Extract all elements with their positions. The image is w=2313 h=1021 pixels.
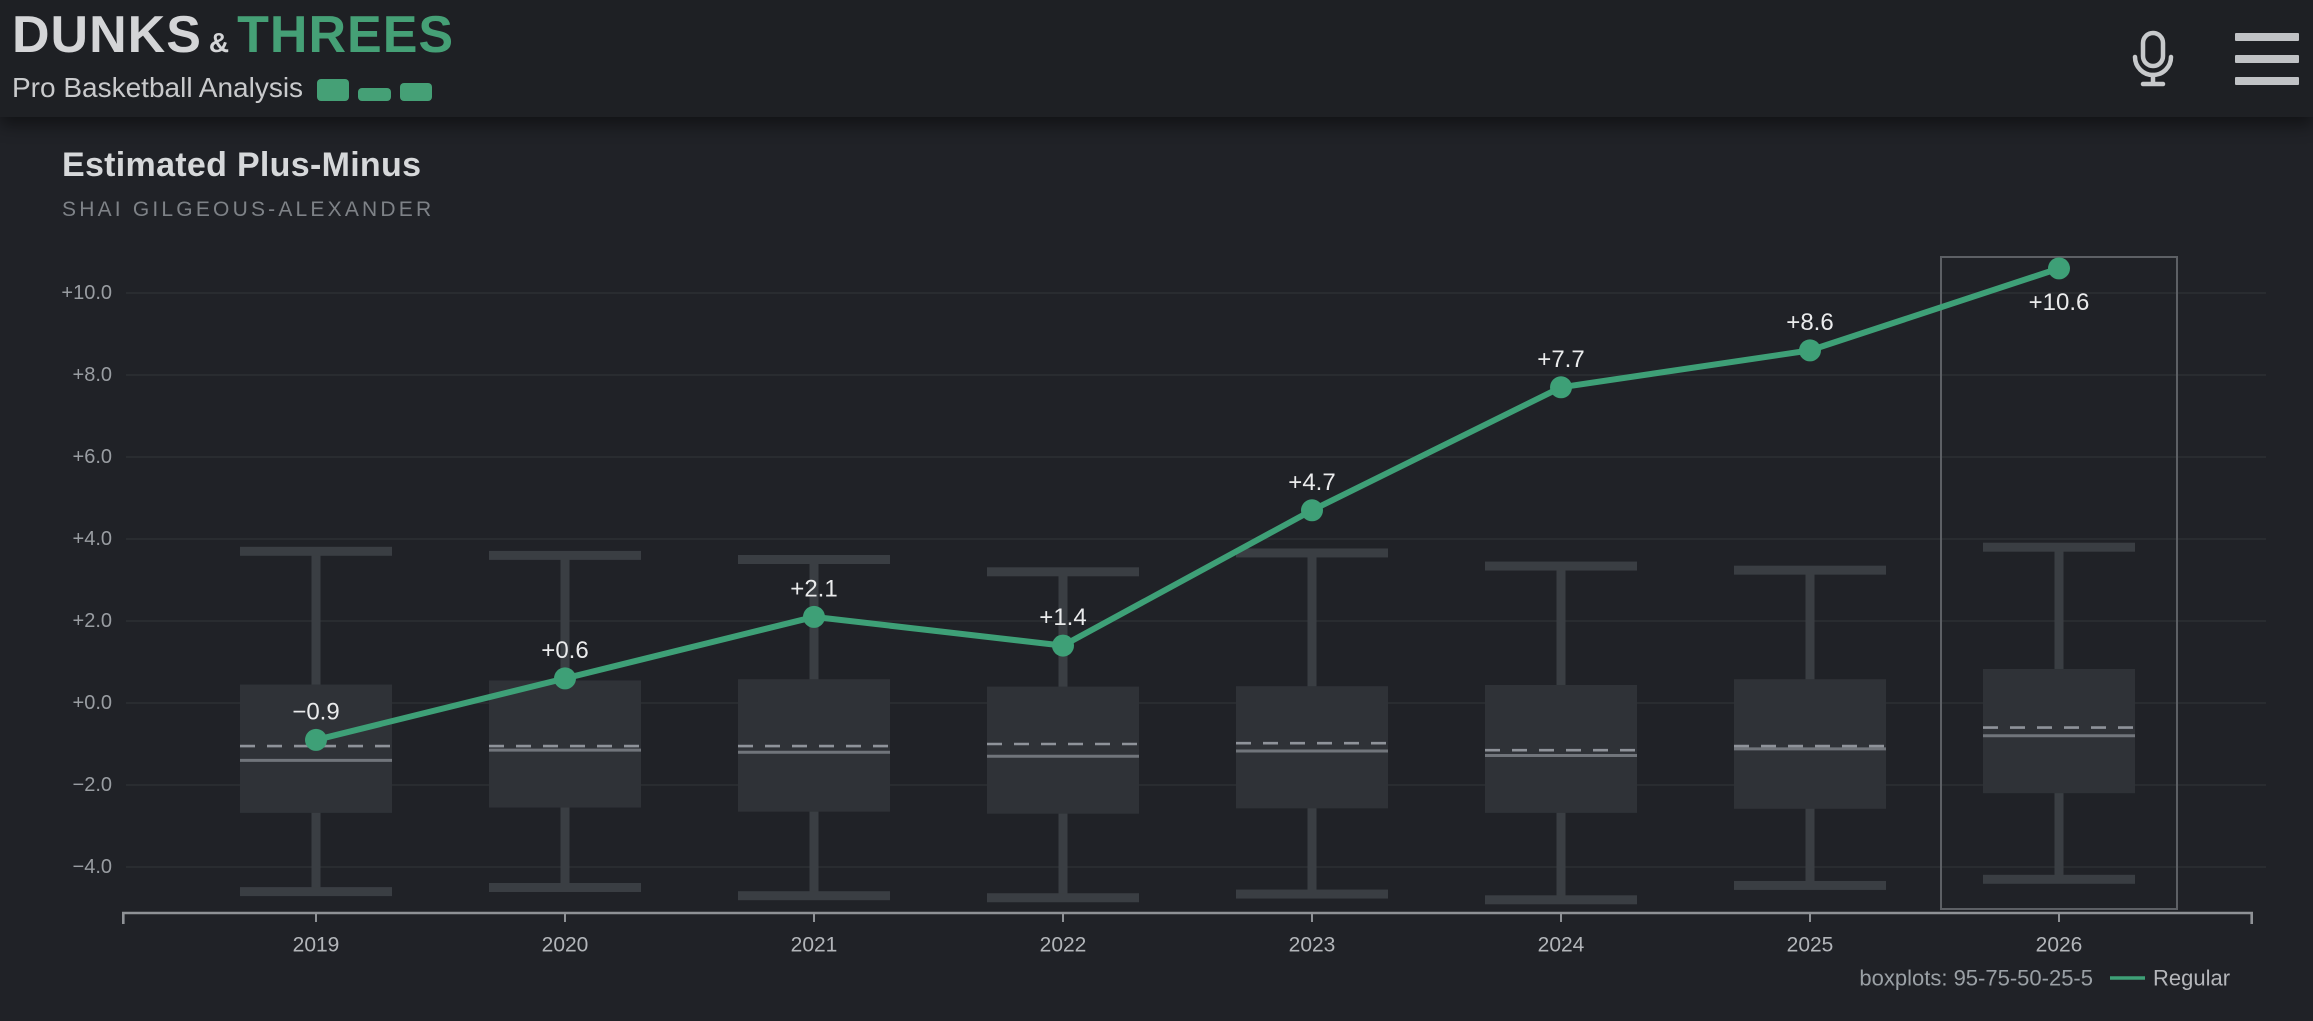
- logo-wordmark: DUNKS & THREES: [12, 6, 454, 72]
- y-axis-tick-label: +10.0: [61, 282, 112, 304]
- boxplot-cap-p5: [1485, 895, 1637, 905]
- data-point-label: +8.6: [1786, 309, 1833, 336]
- x-axis-year-label: 2020: [542, 934, 589, 957]
- boxplot-cap-p5: [1236, 889, 1388, 899]
- page-head: Estimated Plus-Minus SHAI GILGEOUS-ALEXA…: [62, 146, 434, 222]
- logo-ampersand: &: [208, 27, 231, 58]
- bar-chart-icon: [317, 79, 433, 104]
- x-axis-year-label: 2025: [1787, 934, 1834, 957]
- boxplot-cap-p5: [1734, 880, 1886, 890]
- logo-word-threes: THREES: [237, 6, 455, 64]
- x-axis-year-label: 2024: [1538, 934, 1585, 957]
- logo[interactable]: DUNKS & THREES Pro Basketball Analysis: [12, 6, 454, 104]
- data-point-2022[interactable]: [1052, 634, 1074, 657]
- data-point-label: +2.1: [790, 575, 837, 602]
- data-point-2020[interactable]: [554, 667, 576, 690]
- hamburger-menu-icon: [2235, 32, 2299, 41]
- highlighted-year-box: [1940, 256, 2178, 910]
- data-point-label: +0.6: [541, 637, 588, 664]
- data-point-2026[interactable]: [2048, 257, 2070, 280]
- y-axis-tick-label: −2.0: [73, 774, 112, 796]
- epm-series-line: [315, 265, 2060, 743]
- boxplot-cap-p95: [987, 567, 1139, 577]
- boxplot-cap-p5: [489, 883, 641, 892]
- data-point-label: +4.7: [1288, 469, 1335, 496]
- data-point-label: −0.9: [292, 698, 339, 725]
- boxplot-box: [987, 686, 1139, 814]
- x-axis-year-label: 2019: [293, 934, 340, 957]
- boxplot-box: [1734, 679, 1886, 809]
- y-axis-tick-label: +8.0: [73, 364, 112, 386]
- player-name-subtitle: SHAI GILGEOUS-ALEXANDER: [62, 198, 435, 221]
- legend-boxplot-note: boxplots: 95-75-50-25-5: [1859, 966, 2093, 991]
- legend-series-label[interactable]: Regular: [2153, 966, 2230, 991]
- boxplot-box: [1236, 686, 1388, 809]
- y-axis-tick-label: +6.0: [73, 446, 112, 468]
- data-point-label: +10.6: [2029, 289, 2090, 316]
- boxplot-box: [738, 679, 890, 812]
- microphone-button[interactable]: [2129, 30, 2177, 88]
- x-axis-year-label: 2022: [1040, 934, 1087, 957]
- boxplot-cap-p5: [738, 891, 890, 901]
- data-point-2025[interactable]: [1799, 339, 1821, 362]
- data-point-label: +1.4: [1039, 604, 1086, 631]
- y-axis-tick-label: −4.0: [73, 856, 112, 878]
- boxplot-cap-p95: [1236, 548, 1388, 558]
- boxplot-cap-p95: [738, 555, 890, 564]
- boxplot-cap-p95: [1734, 565, 1886, 575]
- data-point-2024[interactable]: [1550, 376, 1572, 399]
- boxplot-cap-p5: [240, 887, 392, 897]
- data-point-2021[interactable]: [803, 605, 825, 628]
- boxplot-cap-p95: [489, 550, 641, 560]
- boxplot-cap-p95: [1983, 542, 2135, 552]
- boxplot-cap-p95: [240, 546, 392, 556]
- y-axis-tick-label: +4.0: [73, 528, 112, 550]
- x-axis-year-label: 2021: [791, 934, 838, 957]
- data-point-2023[interactable]: [1301, 499, 1323, 522]
- logo-word-dunks: DUNKS: [12, 6, 202, 64]
- boxplot-box: [1485, 684, 1637, 813]
- data-point-2019[interactable]: [305, 728, 327, 751]
- app-header: DUNKS & THREES Pro Basketball Analysis: [0, 0, 2313, 117]
- x-axis-year-label: 2023: [1289, 934, 1336, 957]
- data-point-label: +7.7: [1537, 346, 1584, 373]
- boxplot-cap-p95: [1485, 561, 1637, 571]
- boxplot-box: [489, 680, 641, 808]
- boxplot-cap-p5: [987, 893, 1139, 903]
- boxplot-cap-p5: [1983, 874, 2135, 884]
- microphone-icon: [2132, 30, 2174, 86]
- x-axis-year-label: 2026: [2036, 934, 2083, 957]
- page-title: Estimated Plus-Minus: [62, 146, 422, 184]
- hamburger-menu-button[interactable]: [2235, 32, 2299, 85]
- y-axis-tick-label: +2.0: [73, 610, 112, 632]
- boxplot-box: [1983, 668, 2135, 794]
- y-axis-tick-label: +0.0: [73, 692, 112, 714]
- logo-tagline: Pro Basketball Analysis: [12, 72, 304, 103]
